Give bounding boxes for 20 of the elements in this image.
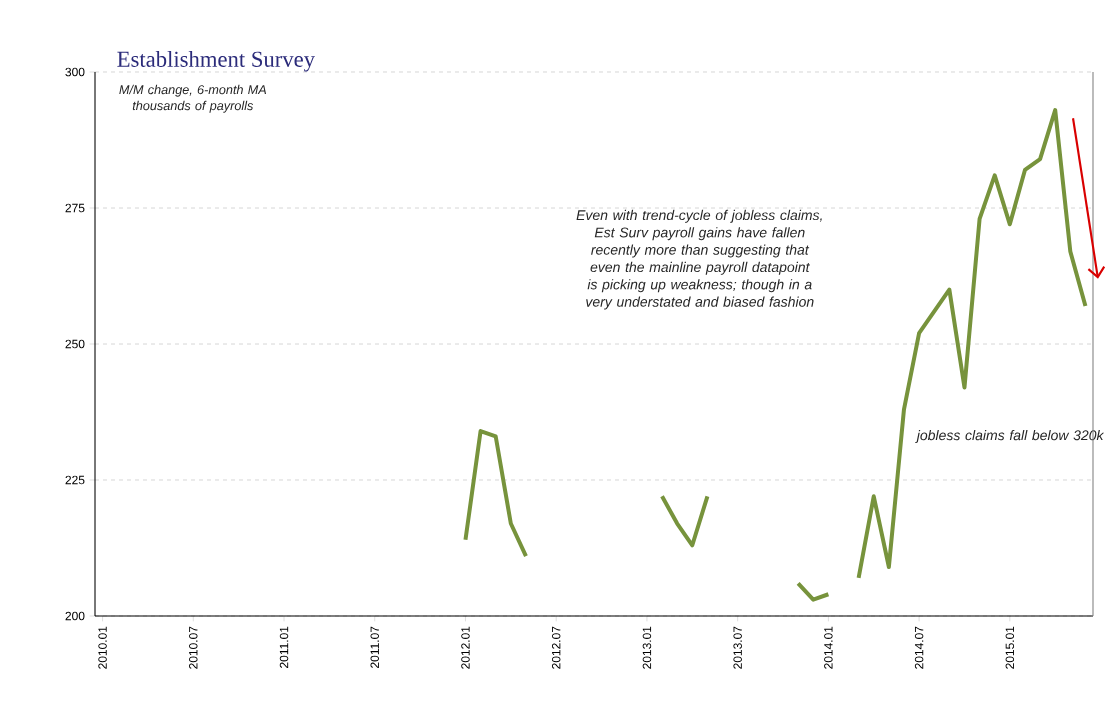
x-tick-label: 2013.07 <box>733 626 742 669</box>
x-tick-label: 2013.01 <box>642 626 652 669</box>
annotation: jobless claims fall below 320k <box>915 429 1105 444</box>
x-tick-label: 2014.01 <box>824 626 833 669</box>
x-tick-label: 2010.07 <box>189 626 198 669</box>
x-tick-label: 2010.01 <box>98 626 107 669</box>
x-tick-label: 2012.07 <box>551 626 561 669</box>
y-tick-label: 200 <box>65 611 85 621</box>
y-tick-label: 225 <box>65 475 85 485</box>
y-tick-label: 275 <box>65 203 85 213</box>
text: M/M change, 6-month MA thousands of payrolls <box>119 84 267 113</box>
chart-title: Establishment Survey <box>117 50 315 72</box>
x-tick-label: 2012.01 <box>461 626 470 669</box>
y-tick-label: 300 <box>65 67 85 77</box>
annotation: Even with trend-cycle of jobless claims, Est Surv payroll gains have fallen recently more than suggesting that even the mainline payroll datapoint is picking up weakness; though in a very understated and biased fashion <box>576 209 822 310</box>
x-tick-label: 2015.01 <box>1005 626 1015 669</box>
x-tick-label: 2011.01 <box>279 626 289 668</box>
x-tick-label: 2011.07 <box>370 626 379 668</box>
y-tick-label: 250 <box>65 339 85 349</box>
x-tick-label: 2014.07 <box>914 626 924 669</box>
